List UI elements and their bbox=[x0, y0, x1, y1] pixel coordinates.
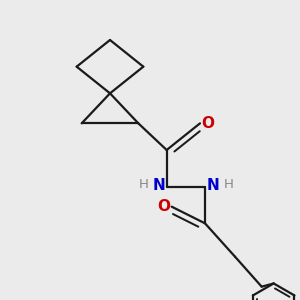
Text: N: N bbox=[207, 178, 219, 193]
Text: O: O bbox=[202, 116, 215, 131]
Text: H: H bbox=[139, 178, 148, 191]
Text: H: H bbox=[223, 178, 233, 191]
Text: N: N bbox=[152, 178, 165, 193]
Text: O: O bbox=[157, 199, 170, 214]
